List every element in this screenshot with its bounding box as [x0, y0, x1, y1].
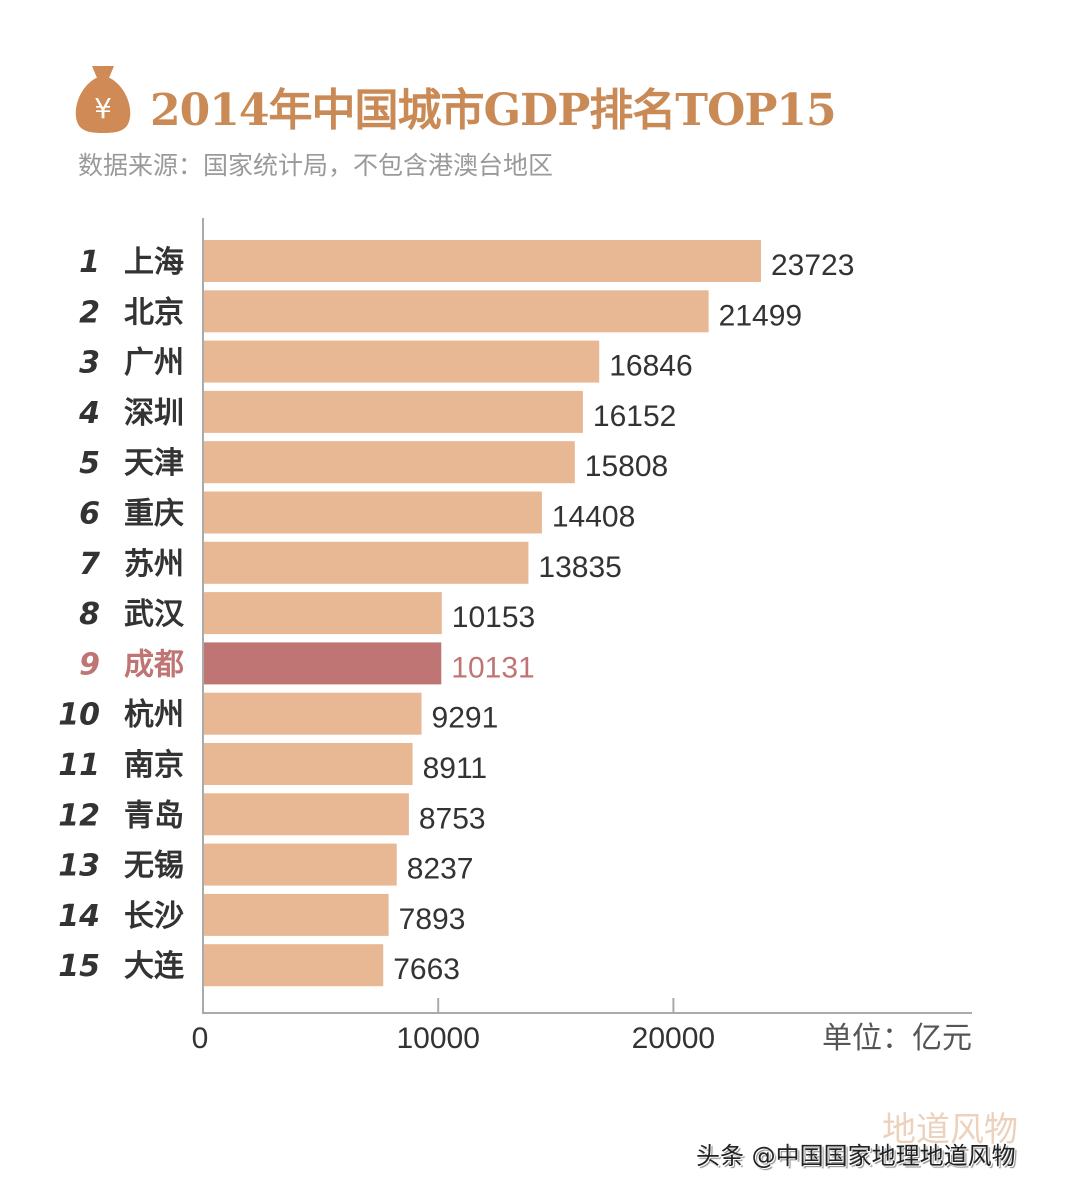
bar [203, 642, 442, 685]
bar [203, 340, 600, 383]
value-label: 10131 [451, 651, 534, 684]
rank-label: 7 [79, 547, 100, 582]
value-label: 9291 [432, 702, 499, 735]
bar [203, 441, 575, 484]
chart-subtitle: 数据来源：国家统计局，不包含港澳台地区 [78, 151, 554, 180]
rank-label: 3 [79, 346, 100, 381]
city-label: 成都 [124, 647, 184, 682]
value-label: 21499 [719, 299, 802, 332]
rank-label: 6 [79, 497, 100, 532]
city-label: 无锡 [124, 849, 184, 884]
credit-text: 头条 @中国国家地理地道风物 [696, 1142, 1016, 1170]
unit-label: 单位：亿元 [822, 1021, 972, 1056]
city-label: 广州 [124, 346, 184, 381]
rank-label: 2 [79, 295, 100, 330]
value-label: 8753 [419, 802, 486, 835]
bar [203, 290, 709, 333]
chart-title: 2014年中国城市GDP排名TOP15 [150, 85, 837, 136]
watermark: 地道风物 [882, 1110, 1018, 1150]
bar [203, 592, 442, 635]
bar [203, 390, 583, 433]
bar [203, 692, 422, 735]
value-label: 7893 [399, 903, 466, 936]
svg-text:¥: ¥ [94, 92, 112, 125]
rank-label: 9 [79, 647, 100, 682]
value-label: 13835 [538, 551, 621, 584]
value-label: 8237 [407, 853, 474, 886]
value-label: 23723 [771, 249, 854, 282]
rank-label: 1 [79, 245, 100, 280]
city-label: 青岛 [124, 798, 184, 833]
x-tick-label: 20000 [632, 1022, 715, 1055]
city-label: 苏州 [124, 547, 184, 582]
bar [203, 893, 389, 936]
city-label: 重庆 [124, 497, 184, 532]
bar [203, 843, 397, 886]
bar [203, 491, 542, 534]
value-label: 8911 [423, 752, 488, 785]
value-label: 14408 [552, 501, 635, 534]
bar [203, 541, 529, 584]
city-label: 长沙 [124, 899, 184, 934]
rank-label: 15 [58, 949, 100, 984]
city-label: 南京 [124, 748, 184, 783]
bar [203, 743, 413, 785]
city-label: 武汉 [124, 597, 185, 632]
city-label: 上海 [124, 245, 184, 280]
rank-label: 14 [58, 899, 100, 934]
money-bag-yuan-icon: ¥ [74, 62, 132, 138]
city-label: 大连 [124, 949, 185, 984]
rank-label: 4 [78, 396, 100, 431]
value-label: 10153 [452, 601, 535, 634]
city-label: 深圳 [124, 396, 184, 431]
value-label: 7663 [393, 953, 460, 986]
x-tick-label: 0 [192, 1022, 209, 1055]
bar [203, 240, 761, 282]
city-label: 杭州 [124, 698, 184, 733]
value-label: 15808 [585, 450, 668, 483]
rank-label: 11 [58, 748, 100, 783]
bar [203, 944, 384, 987]
value-label: 16846 [609, 350, 692, 383]
rank-label: 12 [58, 798, 100, 833]
value-label: 16152 [593, 400, 676, 433]
rank-label: 8 [79, 597, 100, 632]
bar [203, 793, 409, 836]
rank-label: 5 [79, 446, 100, 481]
city-label: 天津 [124, 446, 184, 481]
rank-label: 13 [58, 849, 100, 884]
city-label: 北京 [124, 295, 184, 330]
rank-label: 10 [58, 698, 100, 733]
x-tick-label: 10000 [396, 1022, 479, 1055]
